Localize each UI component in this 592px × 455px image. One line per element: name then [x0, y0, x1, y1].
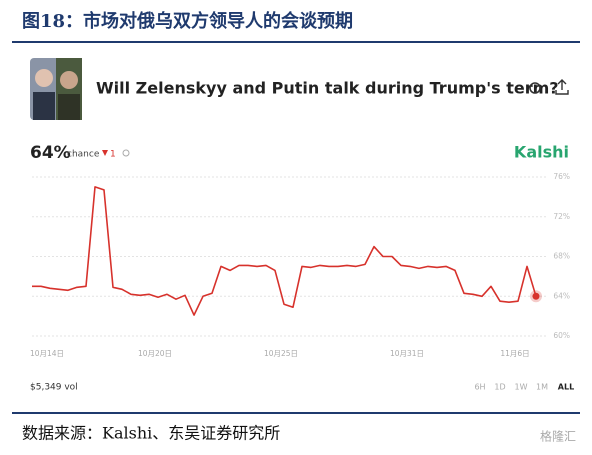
x-tick-label: 10月31日: [390, 349, 424, 358]
source: 数据来源：Kalshi、东吴证券研究所: [22, 424, 280, 443]
range-button[interactable]: 1W: [515, 383, 528, 392]
y-tick-label: 60%: [553, 331, 570, 340]
end-point: [532, 292, 540, 300]
range-button[interactable]: ALL: [558, 383, 574, 392]
x-tick-label: 10月20日: [138, 349, 172, 358]
x-tick-label: 10月14日: [30, 349, 64, 358]
question: Will Zelenskyy and Putin talk during Tru…: [96, 79, 559, 98]
x-tick-label: 11月6日: [500, 349, 529, 358]
watermark: 格隆汇: [540, 429, 576, 444]
thumbnail: [30, 58, 82, 120]
price-line: [32, 186, 537, 316]
down-arrow: [102, 150, 108, 156]
y-tick-label: 76%: [553, 172, 570, 181]
chance-value: 64%: [30, 143, 71, 163]
range-button[interactable]: 1D: [494, 383, 505, 392]
change: 1: [110, 150, 116, 160]
figure-title: 图18：市场对俄乌双方领导人的会谈预期: [22, 10, 353, 32]
comment-icon[interactable]: [529, 82, 541, 94]
range-button[interactable]: 1M: [536, 383, 548, 392]
share-icon[interactable]: [555, 79, 569, 95]
brand: Kalshi: [514, 143, 569, 162]
volume: $5,349 vol: [30, 383, 78, 393]
y-tick-label: 68%: [553, 252, 570, 261]
x-tick-label: 10月25日: [264, 349, 298, 358]
y-tick-label: 64%: [553, 291, 570, 300]
chance-label: chance: [67, 150, 100, 160]
info-icon: [122, 149, 130, 157]
y-tick-label: 72%: [553, 212, 570, 221]
range-button[interactable]: 6H: [474, 383, 485, 392]
